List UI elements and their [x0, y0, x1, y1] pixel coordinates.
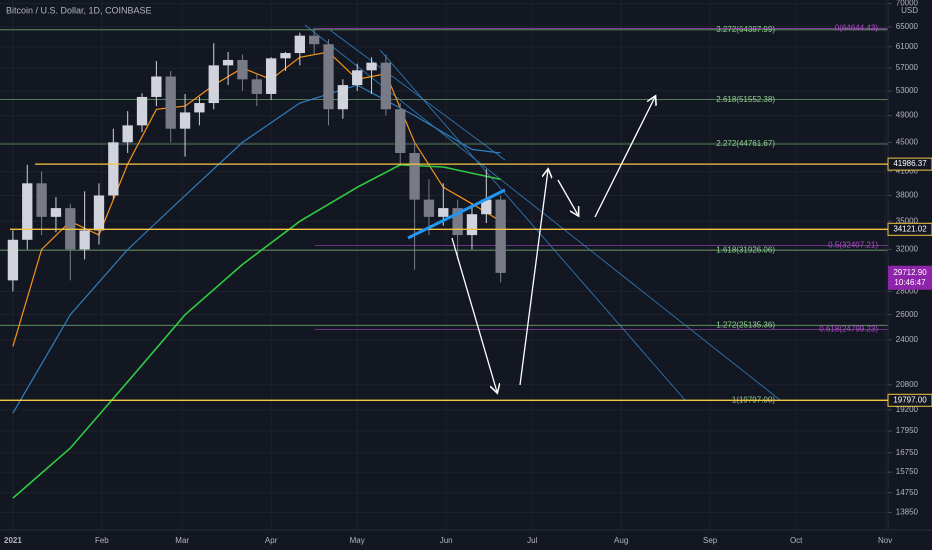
candle-body [409, 153, 420, 200]
candle-body [380, 62, 392, 110]
currency-label: USD [901, 6, 918, 15]
y-tick-label: 26000 [896, 310, 919, 319]
candle-body [352, 70, 363, 86]
candle-body [337, 85, 349, 110]
trend-line [329, 29, 506, 161]
candle-body [122, 125, 133, 143]
y-tick-label: 13850 [896, 508, 919, 517]
candle-body [438, 208, 449, 217]
y-tick-label: 28000 [896, 287, 919, 296]
x-tick-label: Apr [265, 536, 278, 545]
x-tick-label: Aug [614, 536, 628, 545]
arrow [519, 170, 548, 386]
candle-body [22, 183, 33, 240]
candle-body [366, 62, 377, 71]
candle-body [222, 59, 234, 66]
level-price-label: 41986.37 [893, 159, 927, 168]
last-price-box [888, 265, 932, 290]
countdown-label: 10:46:47 [894, 278, 926, 287]
x-tick-label: 2021 [4, 536, 22, 545]
candle-body [495, 199, 506, 273]
fib-label: 1.618(31926.06) [716, 245, 775, 254]
candle-body [79, 230, 90, 250]
x-tick-label: Jun [440, 536, 453, 545]
y-tick-label: 65000 [896, 22, 919, 31]
candle-body [194, 103, 205, 113]
candle-body [165, 76, 176, 129]
x-tick-label: May [350, 536, 365, 545]
x-tick-label: Mar [175, 536, 189, 545]
y-tick-label: 41000 [896, 167, 919, 176]
level-price-label: 34121.02 [893, 224, 927, 233]
y-tick-label: 24000 [896, 335, 919, 344]
candle-body [395, 109, 406, 154]
candle-body [7, 239, 19, 281]
x-tick-label: Nov [878, 536, 892, 545]
candle-body [251, 79, 262, 94]
x-tick-label: Oct [790, 536, 803, 545]
drawings [407, 97, 655, 392]
arrow [557, 179, 578, 215]
arrow [451, 237, 497, 392]
candle-body [452, 208, 463, 236]
candle-body [265, 58, 277, 94]
y-tick-label: 32000 [896, 245, 919, 254]
trend-line [379, 49, 686, 401]
y-tick-label: 16750 [896, 448, 919, 457]
y-tick-label: 35000 [896, 216, 919, 225]
y-tick-label: 14750 [896, 488, 919, 497]
candle-body [93, 195, 105, 231]
arrow [594, 97, 655, 218]
y-tick-label: 70000 [896, 0, 919, 8]
grid [0, 0, 888, 530]
trend-line-bold [407, 188, 506, 240]
chart-title: Bitcoin / U.S. Dollar, 1D, COINBASE [6, 5, 152, 15]
candle-body [423, 199, 435, 217]
y-tick-label: 38000 [896, 191, 919, 200]
y-tick-label: 49000 [896, 111, 919, 120]
y-tick-label: 61000 [896, 42, 919, 51]
y-tick-label: 53000 [896, 86, 919, 95]
moving-average [12, 163, 501, 499]
candle-body [309, 35, 320, 45]
x-tick-label: Feb [95, 536, 109, 545]
candle-body [136, 96, 148, 126]
candle-body [481, 199, 492, 215]
candle-body [237, 59, 248, 80]
last-price-label: 29712.90 [893, 268, 927, 277]
fib-label: 2.272(44761.67) [716, 139, 775, 148]
candle-body [280, 53, 291, 59]
fib-label: 0.618(24799.23) [819, 325, 878, 334]
candle-body [50, 208, 62, 217]
y-tick-label: 20800 [896, 380, 919, 389]
candle-body [36, 183, 47, 217]
fib-label: 1.272(25135.36) [716, 320, 775, 329]
candle-body [208, 65, 219, 104]
candle-body [179, 112, 191, 129]
level-price-box [887, 393, 932, 407]
candle-body [108, 142, 119, 196]
y-tick-label: 57000 [896, 63, 919, 72]
y-tick-label: 15750 [896, 467, 919, 476]
y-tick-label: 19200 [896, 405, 919, 414]
moving-average [12, 84, 501, 414]
level-price-label: 19797.00 [893, 395, 927, 404]
candle-body [466, 214, 478, 236]
fib-label: 0(64644.43) [835, 24, 878, 33]
candle-body [151, 76, 162, 97]
candle-body [323, 44, 334, 110]
fib-label: 3.272(64387.99) [716, 25, 775, 34]
candle-body [294, 35, 305, 54]
y-tick-label: 45000 [896, 137, 919, 146]
x-tick-label: Sep [703, 536, 718, 545]
level-price-box [887, 157, 932, 171]
y-tick-label: 17950 [896, 426, 919, 435]
fib-label: 2.618(51552.38) [716, 95, 775, 104]
level-price-box [887, 222, 932, 236]
fib-label: 0.5(32407.21) [828, 241, 878, 250]
x-tick-label: Jul [527, 536, 537, 545]
plot-area: 3.272(64387.99) 2.618(51552.38) 2.272(4476… [0, 24, 888, 499]
